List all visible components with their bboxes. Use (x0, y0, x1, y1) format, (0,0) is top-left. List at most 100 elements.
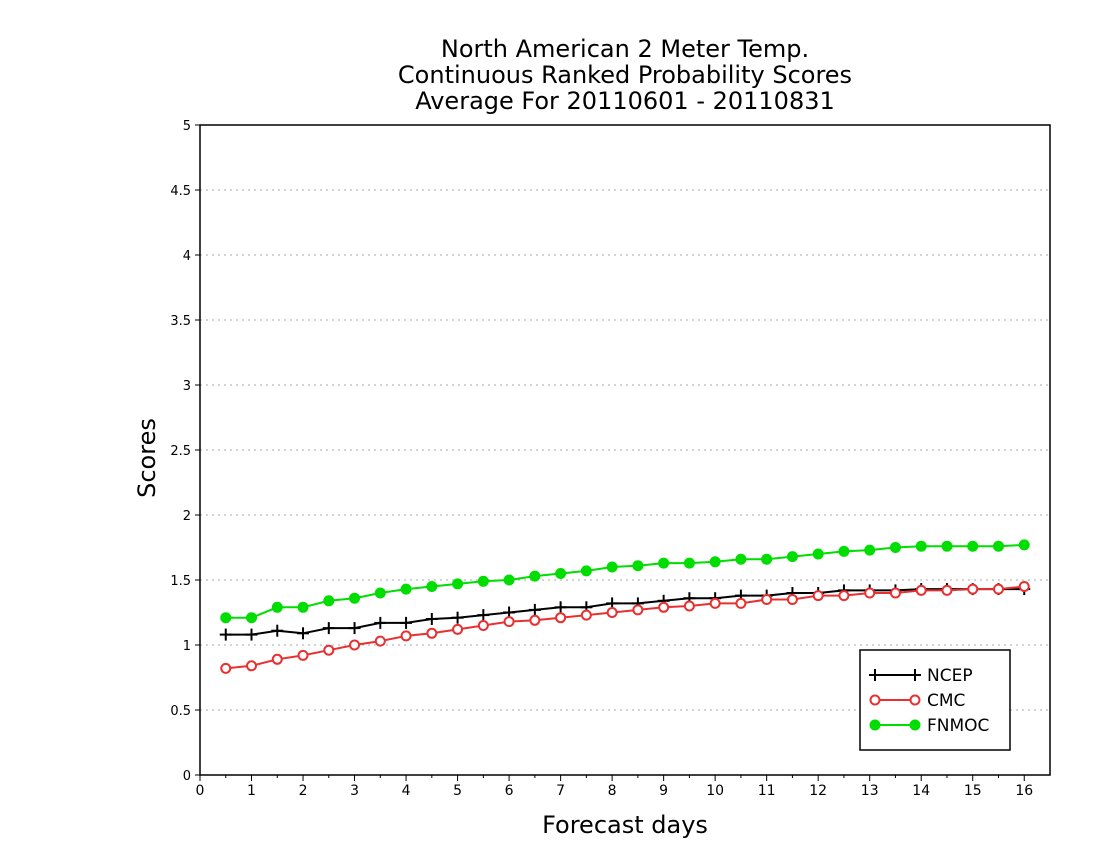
y-tick-label: 4.5 (170, 184, 191, 199)
data-point-fnmoc (297, 601, 309, 613)
chart-title-line-2: Continuous Ranked Probability Scores (397, 61, 853, 89)
legend-label-fnmoc: FNMOC (927, 716, 989, 736)
y-tick-label: 0 (183, 769, 191, 784)
legend-marker-ncep (869, 669, 881, 681)
y-tick-label: 1 (183, 639, 191, 654)
data-point-fnmoc (709, 556, 721, 568)
data-point-cmc (349, 639, 361, 651)
data-point-ncep (297, 627, 310, 640)
legend-label-cmc: CMC (927, 691, 965, 711)
x-tick-label: 8 (608, 783, 617, 799)
data-point-cmc (246, 660, 258, 672)
data-point-cmc (555, 612, 567, 624)
data-point-fnmoc (761, 553, 773, 565)
data-point-fnmoc (658, 557, 670, 569)
data-point-fnmoc (452, 578, 464, 590)
data-point-fnmoc (683, 557, 695, 569)
legend-item-cmc: CMC (869, 691, 965, 711)
data-point-fnmoc (606, 561, 618, 573)
x-tick-label: 3 (350, 783, 359, 799)
data-point-cmc (220, 662, 232, 674)
x-tick-label: 1 (247, 783, 256, 799)
data-point-cmc (786, 594, 798, 605)
x-tick-label: 11 (758, 783, 776, 799)
data-point-fnmoc (889, 542, 901, 553)
x-tick-label: 4 (402, 783, 411, 799)
series-layer (219, 539, 1031, 674)
x-tick-label: 5 (453, 783, 462, 799)
y-tick-label: 4 (183, 249, 191, 264)
data-point-cmc (709, 597, 721, 609)
data-point-cmc (606, 607, 618, 618)
data-point-fnmoc (838, 545, 850, 557)
data-point-cmc (452, 623, 464, 635)
data-point-cmc (941, 584, 953, 596)
x-tick-label: 10 (706, 783, 724, 799)
data-point-fnmoc (555, 568, 567, 579)
data-point-fnmoc (529, 570, 541, 582)
data-point-fnmoc (992, 540, 1004, 552)
x-tick-label: 7 (556, 783, 565, 799)
data-point-fnmoc (477, 575, 489, 587)
data-point-cmc (580, 609, 592, 621)
data-point-ncep (374, 616, 387, 629)
data-point-fnmoc (246, 612, 258, 624)
data-point-fnmoc (271, 601, 283, 613)
x-tick-label: 6 (505, 783, 514, 799)
series-line-fnmoc (225, 543, 1025, 619)
data-point-cmc (271, 653, 283, 665)
data-point-cmc (477, 620, 489, 631)
data-point-ncep (425, 613, 438, 625)
data-point-fnmoc (503, 574, 515, 586)
data-point-cmc (735, 597, 747, 609)
legend-item-fnmoc: FNMOC (869, 716, 989, 736)
data-point-cmc (658, 601, 670, 613)
data-point-fnmoc (400, 583, 412, 595)
series-cmc (220, 581, 1030, 674)
y-tick-label: 2 (183, 509, 191, 524)
data-point-ncep (477, 609, 490, 622)
data-point-cmc (992, 583, 1004, 595)
data-point-fnmoc (349, 592, 361, 604)
legend-marker-cmc (909, 694, 921, 706)
y-tick-label: 3 (183, 379, 191, 394)
data-point-ncep (528, 603, 541, 616)
grid (200, 189, 1050, 711)
data-point-fnmoc (323, 595, 335, 607)
x-tick-label: 2 (299, 783, 308, 799)
data-point-cmc (812, 590, 824, 602)
data-point-fnmoc (1018, 539, 1030, 551)
data-point-ncep (219, 628, 232, 641)
data-point-cmc (864, 587, 876, 599)
data-point-cmc (374, 635, 386, 647)
data-point-cmc (426, 627, 438, 639)
legend-item-ncep: NCEP (869, 666, 973, 686)
data-point-fnmoc (580, 565, 592, 577)
y-tick-label: 3.5 (170, 314, 191, 329)
x-tick-label: 0 (196, 783, 205, 799)
data-point-fnmoc (735, 553, 747, 565)
x-tick-label: 15 (964, 783, 982, 799)
data-point-fnmoc (864, 544, 876, 556)
data-point-fnmoc (812, 548, 824, 560)
data-point-cmc (683, 600, 695, 612)
legend: NCEP CMC FNMOC (859, 649, 1011, 751)
x-tick-label: 9 (659, 783, 668, 799)
data-point-cmc (967, 583, 979, 595)
data-point-cmc (915, 584, 927, 596)
chart-title-line-1: North American 2 Meter Temp. (440, 35, 810, 63)
data-point-ncep (348, 622, 361, 635)
data-point-fnmoc (374, 587, 386, 599)
x-axis: 0 1 2 3 4 5 6 7 8 9 10 11 12 13 14 15 16 (196, 775, 1033, 799)
data-point-ncep (451, 611, 464, 624)
data-point-fnmoc (941, 540, 953, 552)
data-point-ncep (245, 628, 258, 641)
x-tick-label: 16 (1015, 783, 1033, 799)
y-axis: 0 0.5 1 1.5 2 2.5 3 3.5 4 4.5 5 (170, 119, 200, 784)
y-tick-label: 0.5 (170, 704, 191, 719)
y-tick-label: 5 (183, 119, 191, 134)
y-tick-label: 2.5 (170, 444, 191, 459)
data-point-cmc (632, 604, 644, 616)
data-point-cmc (323, 644, 335, 656)
